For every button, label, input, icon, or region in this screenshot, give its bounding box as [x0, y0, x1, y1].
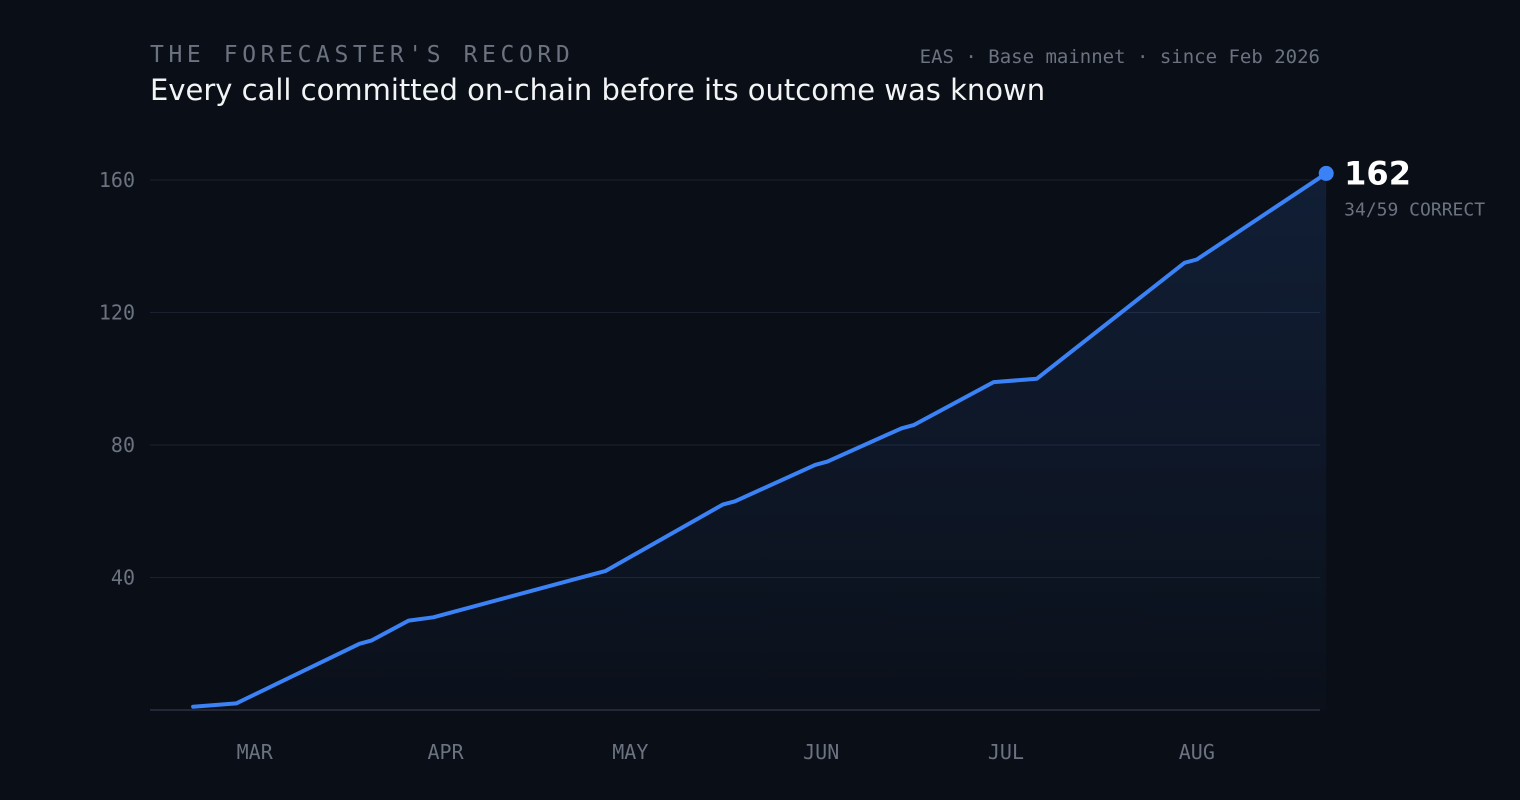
end-value-label: 162 — [1344, 154, 1411, 192]
x-tick-label: AUG — [1179, 740, 1215, 764]
y-tick-label: 40 — [111, 566, 135, 590]
chart-meta: EAS · Base mainnet · since Feb 2026 — [919, 46, 1320, 68]
series-line — [191, 171, 1329, 709]
chart-kicker: THE FORECASTER'S RECORD — [150, 42, 575, 68]
y-tick-label: 80 — [111, 433, 135, 457]
x-tick-label: APR — [428, 740, 465, 764]
x-tick-label: MAR — [237, 740, 274, 764]
y-tick-label: 120 — [99, 301, 135, 325]
axis-layer: 40 80 120 160 MAR APR MAY JUN JUL AUG — [99, 168, 1320, 764]
end-caption-label: 34/59 CORRECT — [1344, 199, 1485, 220]
series-area — [193, 173, 1327, 710]
x-tick-label: JUL — [988, 740, 1024, 764]
end-marker: 162 34/59 CORRECT — [1318, 154, 1485, 220]
area-layer — [193, 173, 1327, 710]
x-tick-label: JUN — [803, 740, 839, 764]
y-tick-label: 160 — [99, 168, 135, 192]
line-layer — [191, 171, 1329, 709]
end-dot — [1318, 165, 1334, 181]
x-tick-label: MAY — [612, 740, 648, 764]
chart-title: Every call committed on-chain before its… — [150, 73, 1046, 107]
